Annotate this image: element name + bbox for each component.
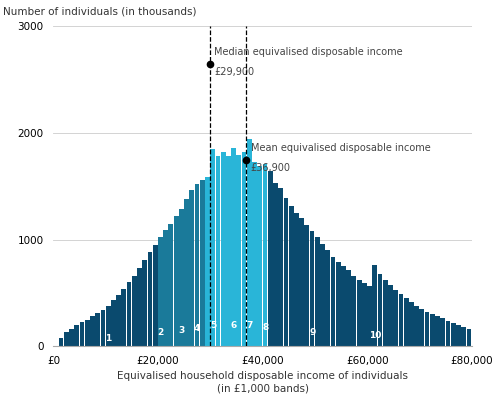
Bar bbox=[174, 216, 178, 346]
Bar bbox=[284, 198, 288, 346]
Bar bbox=[466, 329, 471, 346]
Bar bbox=[430, 314, 434, 346]
Bar bbox=[451, 323, 456, 346]
Bar bbox=[58, 338, 64, 346]
Text: Mean equivalised disposable income: Mean equivalised disposable income bbox=[250, 143, 430, 153]
X-axis label: Equivalised household disposable income of individuals
(in £1,000 bands): Equivalised household disposable income … bbox=[117, 372, 408, 393]
Bar bbox=[100, 310, 105, 346]
Text: 10: 10 bbox=[369, 331, 381, 340]
Bar bbox=[356, 280, 362, 346]
Bar bbox=[168, 224, 173, 346]
Bar bbox=[252, 162, 257, 346]
Text: 3: 3 bbox=[178, 326, 184, 335]
Bar bbox=[163, 230, 168, 346]
Bar bbox=[64, 332, 68, 346]
Bar bbox=[414, 306, 419, 346]
Bar bbox=[221, 152, 226, 346]
Bar bbox=[440, 318, 445, 346]
Bar bbox=[394, 290, 398, 346]
Bar bbox=[69, 329, 74, 346]
Bar bbox=[179, 208, 184, 346]
Bar bbox=[111, 300, 116, 346]
Bar bbox=[132, 276, 136, 346]
Bar bbox=[362, 283, 367, 346]
Text: 8: 8 bbox=[262, 322, 268, 332]
Bar bbox=[446, 320, 450, 346]
Bar bbox=[236, 155, 242, 346]
Bar bbox=[205, 176, 210, 346]
Bar bbox=[158, 237, 163, 346]
Text: 7: 7 bbox=[246, 321, 252, 330]
Bar bbox=[367, 286, 372, 346]
Bar bbox=[336, 262, 340, 346]
Text: 2: 2 bbox=[158, 328, 164, 338]
Bar bbox=[90, 316, 95, 346]
Text: 6: 6 bbox=[230, 321, 237, 330]
Bar bbox=[258, 166, 262, 346]
Bar bbox=[85, 320, 89, 346]
Bar bbox=[153, 245, 158, 346]
Bar bbox=[462, 327, 466, 346]
Bar bbox=[383, 280, 388, 346]
Bar bbox=[116, 295, 121, 346]
Bar bbox=[190, 190, 194, 346]
Bar bbox=[435, 316, 440, 346]
Bar bbox=[262, 164, 268, 346]
Bar bbox=[210, 149, 215, 346]
Bar bbox=[424, 312, 430, 346]
Bar bbox=[341, 266, 346, 346]
Text: 4: 4 bbox=[194, 324, 200, 333]
Bar bbox=[288, 206, 294, 346]
Bar bbox=[200, 180, 204, 346]
Bar bbox=[74, 325, 79, 346]
Bar bbox=[231, 148, 236, 346]
Bar bbox=[304, 224, 309, 346]
Bar bbox=[80, 322, 84, 346]
Bar bbox=[126, 282, 132, 346]
Bar bbox=[273, 183, 278, 346]
Bar bbox=[216, 156, 220, 346]
Bar bbox=[310, 231, 314, 346]
Bar bbox=[346, 270, 351, 346]
Bar bbox=[409, 302, 414, 346]
Bar bbox=[242, 152, 246, 346]
Text: 1: 1 bbox=[105, 334, 112, 343]
Bar bbox=[299, 218, 304, 346]
Text: Median equivalised disposable income: Median equivalised disposable income bbox=[214, 47, 402, 57]
Bar bbox=[388, 285, 393, 346]
Bar bbox=[352, 276, 356, 346]
Text: 9: 9 bbox=[309, 328, 316, 337]
Bar bbox=[372, 265, 377, 346]
Bar bbox=[194, 184, 200, 346]
Bar bbox=[315, 237, 320, 346]
Bar bbox=[420, 309, 424, 346]
Text: Number of individuals (in thousands): Number of individuals (in thousands) bbox=[3, 6, 196, 16]
Bar bbox=[398, 294, 404, 346]
Bar bbox=[278, 188, 283, 346]
Bar bbox=[294, 213, 299, 346]
Bar bbox=[137, 268, 142, 346]
Bar bbox=[106, 306, 110, 346]
Bar bbox=[184, 199, 189, 346]
Bar bbox=[247, 139, 252, 346]
Bar bbox=[326, 250, 330, 346]
Bar bbox=[148, 252, 152, 346]
Bar bbox=[378, 274, 382, 346]
Bar bbox=[122, 288, 126, 346]
Bar bbox=[96, 313, 100, 346]
Text: £29,900: £29,900 bbox=[214, 67, 254, 77]
Bar bbox=[142, 260, 147, 346]
Bar bbox=[330, 256, 336, 346]
Text: 5: 5 bbox=[210, 321, 216, 330]
Bar bbox=[320, 244, 325, 346]
Bar bbox=[268, 171, 272, 346]
Bar bbox=[456, 325, 461, 346]
Text: £36,900: £36,900 bbox=[250, 163, 290, 173]
Bar bbox=[226, 156, 231, 346]
Bar bbox=[404, 298, 408, 346]
